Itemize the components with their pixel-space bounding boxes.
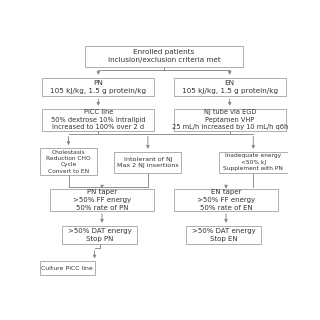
FancyBboxPatch shape bbox=[40, 261, 95, 275]
FancyBboxPatch shape bbox=[40, 148, 97, 175]
Text: EN
105 kJ/kg, 1.5 g protein/kg: EN 105 kJ/kg, 1.5 g protein/kg bbox=[182, 80, 278, 94]
Text: >50% DAT energy
Stop EN: >50% DAT energy Stop EN bbox=[192, 228, 255, 242]
FancyBboxPatch shape bbox=[84, 46, 244, 67]
Text: PN
105 kJ/kg, 1.5 g protein/kg: PN 105 kJ/kg, 1.5 g protein/kg bbox=[50, 80, 146, 94]
Text: PICC line
50% dextrose 10% Intralipid
Increased to 100% over 2 d: PICC line 50% dextrose 10% Intralipid In… bbox=[51, 109, 146, 131]
Text: PN taper
>50% FF energy
50% rate of PN: PN taper >50% FF energy 50% rate of PN bbox=[73, 189, 131, 211]
Text: EN taper
>50% FF energy
50% rate of EN: EN taper >50% FF energy 50% rate of EN bbox=[197, 189, 255, 211]
FancyBboxPatch shape bbox=[43, 78, 154, 96]
Text: Culture PICC line: Culture PICC line bbox=[41, 266, 93, 271]
Text: Inadequate energy
<50% kJ
Supplement with PN: Inadequate energy <50% kJ Supplement wit… bbox=[223, 153, 283, 171]
FancyBboxPatch shape bbox=[50, 189, 154, 211]
FancyBboxPatch shape bbox=[219, 152, 288, 173]
FancyBboxPatch shape bbox=[174, 189, 278, 211]
Text: >50% DAT energy
Stop PN: >50% DAT energy Stop PN bbox=[68, 228, 132, 242]
Text: Enrolled patients
Inclusion/exclusion criteria met: Enrolled patients Inclusion/exclusion cr… bbox=[108, 49, 220, 63]
Text: NJ tube via EGD
Peptamen VHP
25 mL/h increased by 10 mL/h q6h: NJ tube via EGD Peptamen VHP 25 mL/h inc… bbox=[172, 109, 288, 131]
Text: Intolerant of NJ
Max 2 NJ insertions: Intolerant of NJ Max 2 NJ insertions bbox=[117, 156, 179, 168]
FancyBboxPatch shape bbox=[186, 226, 261, 244]
FancyBboxPatch shape bbox=[43, 108, 154, 131]
FancyBboxPatch shape bbox=[174, 108, 285, 131]
FancyBboxPatch shape bbox=[62, 226, 137, 244]
Text: Cholestasis
Reduction CHO
Cycle
Convert to EN: Cholestasis Reduction CHO Cycle Convert … bbox=[46, 149, 91, 174]
FancyBboxPatch shape bbox=[174, 78, 285, 96]
FancyBboxPatch shape bbox=[115, 152, 181, 173]
